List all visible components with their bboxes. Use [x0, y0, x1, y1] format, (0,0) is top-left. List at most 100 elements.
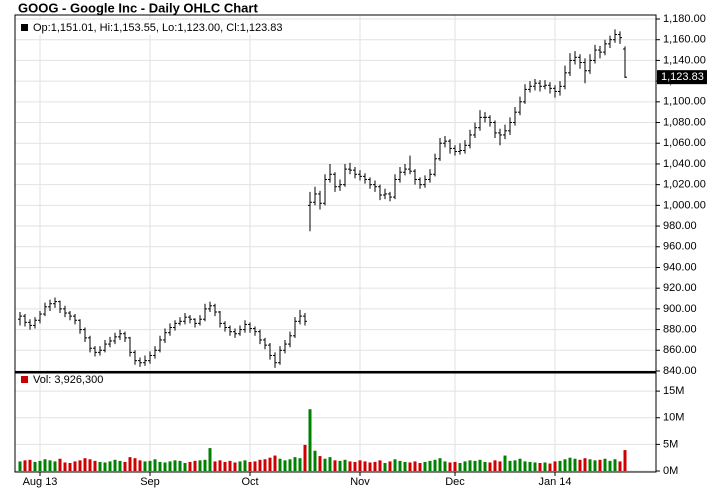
volume-bar [408, 462, 412, 471]
volume-bar [338, 460, 342, 471]
volume-bar [323, 458, 327, 471]
volume-bar [313, 450, 317, 471]
volume-bar [508, 460, 512, 471]
volume-bar [303, 444, 307, 471]
volume-bar [43, 459, 47, 471]
y-tick-label: 5M [663, 438, 678, 450]
volume-bar [413, 461, 417, 471]
y-tick-label: 900.00 [663, 303, 697, 315]
y-tick-label: 920.00 [663, 282, 697, 294]
volume-bar [133, 458, 137, 471]
y-tick-label: 1,180.00 [663, 13, 706, 25]
volume-bar [168, 461, 172, 471]
volume-bar [163, 462, 167, 471]
volume-bar [48, 460, 52, 471]
volume-bar [228, 460, 232, 471]
volume-bar [458, 463, 462, 471]
volume-bar [503, 455, 507, 471]
y-tick-label: 1,000.00 [663, 199, 706, 211]
y-tick-label: 840.00 [663, 365, 697, 377]
volume-bar [583, 458, 587, 471]
volume-bar [373, 461, 377, 471]
volume-bar [368, 462, 372, 471]
volume-bar [568, 457, 572, 471]
volume-bar [418, 463, 422, 471]
legend-swatch [21, 24, 28, 31]
last-price-tag [657, 70, 707, 85]
x-tick-label: Sep [140, 476, 160, 488]
legend-label: Op:1,151.01, Hi:1,153.55, Lo:1,123.00, C… [33, 22, 283, 34]
y-tick-label: 0M [663, 465, 678, 477]
volume-bar [518, 458, 522, 471]
volume-bar [398, 460, 402, 471]
volume-bar [453, 461, 457, 471]
volume-bar [603, 458, 607, 471]
volume-bar [433, 459, 437, 471]
volume-bar [78, 460, 82, 471]
volume-bar [523, 461, 527, 471]
volume-bar [473, 460, 477, 471]
volume-bar [403, 461, 407, 471]
volume-bar [138, 460, 142, 471]
volume-bar [218, 460, 222, 471]
volume-bar [488, 462, 492, 471]
volume-bar [58, 458, 62, 471]
volume-bar [203, 459, 207, 471]
volume-bar [528, 461, 532, 471]
volume-bar [73, 461, 77, 471]
volume-bar [548, 463, 552, 471]
volume-bar [613, 459, 617, 471]
volume-bar [18, 461, 22, 471]
volume-bar [478, 459, 482, 471]
volume-bar [493, 460, 497, 471]
volume-bar [543, 462, 547, 471]
volume-bar [263, 459, 267, 471]
volume-bar [128, 457, 132, 471]
volume-bar [563, 459, 567, 471]
x-tick-label: Jan 14 [538, 476, 571, 488]
y-tick-label: 1,080.00 [663, 116, 706, 128]
volume-bar [393, 459, 397, 471]
volume-bar [593, 460, 597, 471]
volume-bar [98, 461, 102, 471]
volume-bar [328, 457, 332, 471]
volume-bar [383, 463, 387, 471]
volume-bar [498, 461, 502, 471]
volume-bar [158, 461, 162, 471]
volume-bar [103, 462, 107, 471]
volume-bar [213, 461, 217, 471]
y-tick-label: 860.00 [663, 344, 697, 356]
volume-bar [278, 458, 282, 471]
last-price-label: 1,123.83 [661, 71, 704, 83]
volume-bar [513, 460, 517, 471]
volume-bar [283, 460, 287, 471]
volume-bar [598, 459, 602, 471]
legend-box [17, 20, 307, 35]
volume-bar [293, 457, 297, 471]
volume-bar [428, 460, 432, 471]
volume-bar [288, 459, 292, 471]
legend-swatch [21, 376, 28, 383]
volume-bar [463, 461, 467, 471]
volume-bar [468, 460, 472, 471]
y-tick-label: 15M [663, 385, 684, 397]
volume-bar [68, 463, 72, 471]
volume-bar [38, 460, 42, 471]
volume-bar [88, 459, 92, 471]
volume-bar [333, 460, 337, 471]
volume-bar [623, 450, 627, 471]
volume-bar [538, 463, 542, 471]
volume-bar [108, 461, 112, 471]
y-tick-label: 10M [663, 412, 684, 424]
y-tick-label: 960.00 [663, 241, 697, 253]
y-tick-label: 1,040.00 [663, 158, 706, 170]
volume-bar [388, 461, 392, 471]
volume-bar [298, 458, 302, 471]
volume-bar [208, 448, 212, 471]
volume-bar [308, 409, 312, 471]
y-tick-label: 940.00 [663, 261, 697, 273]
volume-bar [53, 461, 57, 471]
x-tick-label: Nov [350, 476, 370, 488]
volume-bar [273, 455, 277, 471]
chart-title: GOOG - Google Inc - Daily OHLC Chart [18, 0, 258, 15]
